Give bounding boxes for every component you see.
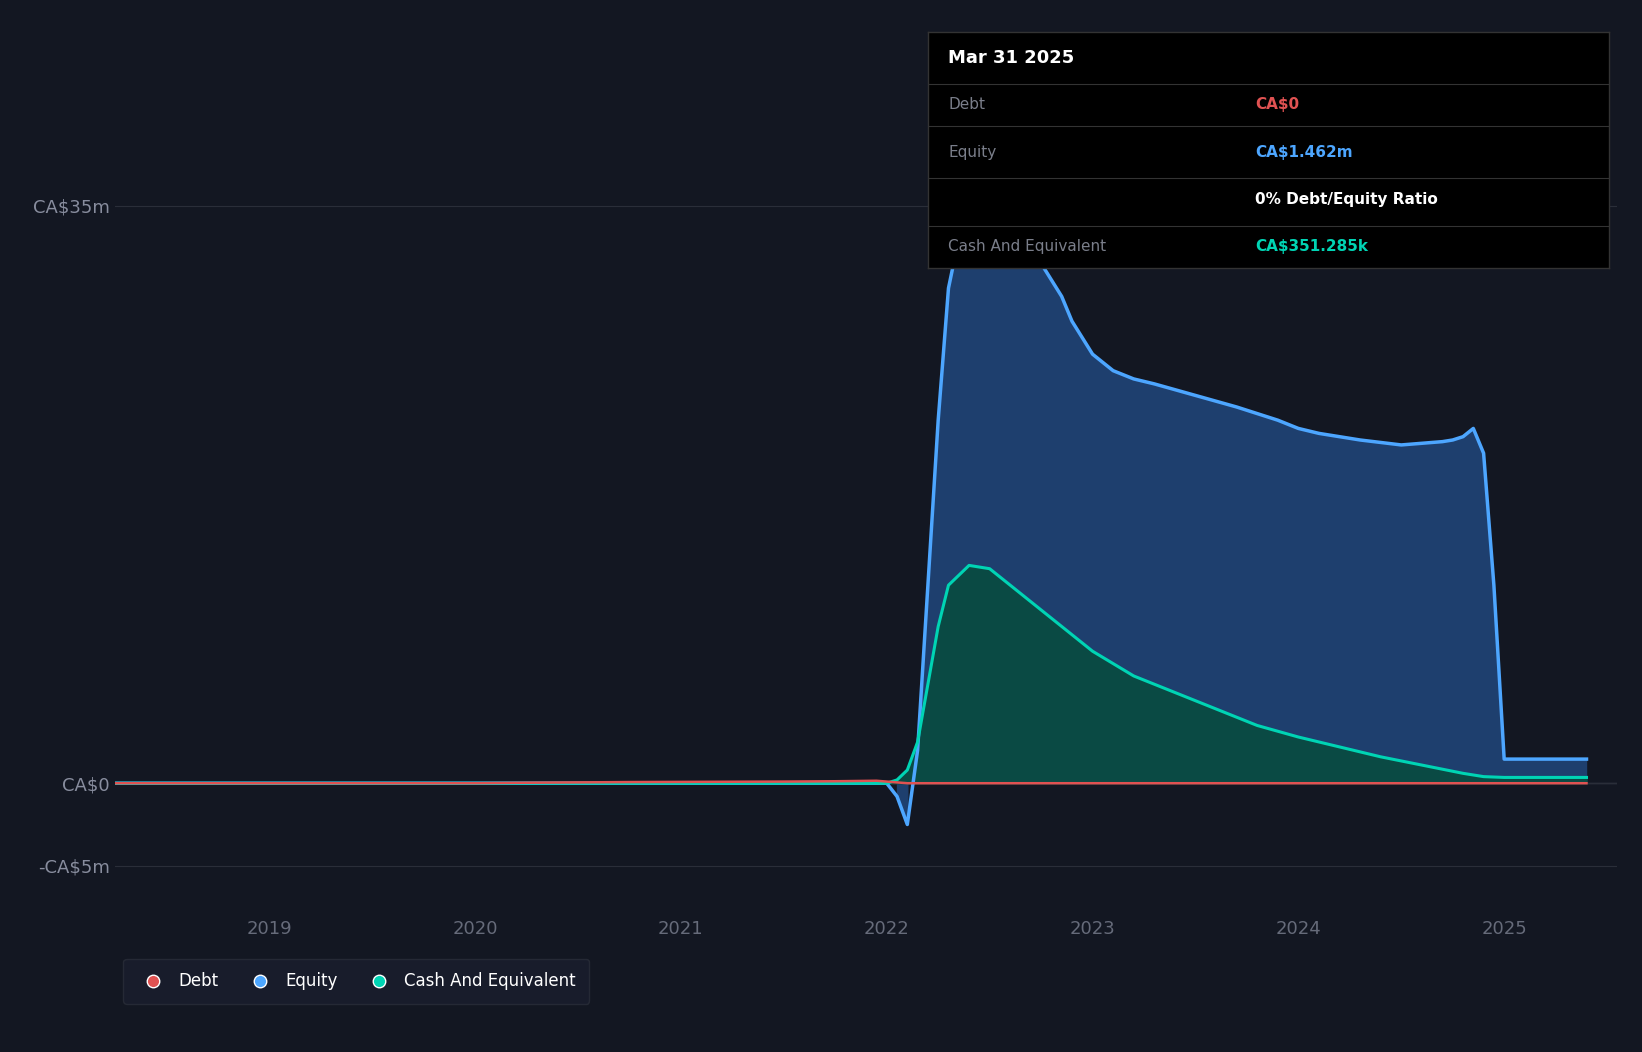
- Text: 0% Debt/Equity Ratio: 0% Debt/Equity Ratio: [1254, 193, 1437, 207]
- Text: Debt: Debt: [947, 98, 985, 113]
- Text: CA$0: CA$0: [1254, 98, 1299, 113]
- Text: Equity: Equity: [947, 145, 997, 160]
- Text: CA$1.462m: CA$1.462m: [1254, 145, 1353, 160]
- Text: CA$351.285k: CA$351.285k: [1254, 240, 1368, 255]
- Text: Cash And Equivalent: Cash And Equivalent: [947, 240, 1107, 255]
- Text: Mar 31 2025: Mar 31 2025: [947, 48, 1074, 66]
- Legend: Debt, Equity, Cash And Equivalent: Debt, Equity, Cash And Equivalent: [123, 959, 589, 1004]
